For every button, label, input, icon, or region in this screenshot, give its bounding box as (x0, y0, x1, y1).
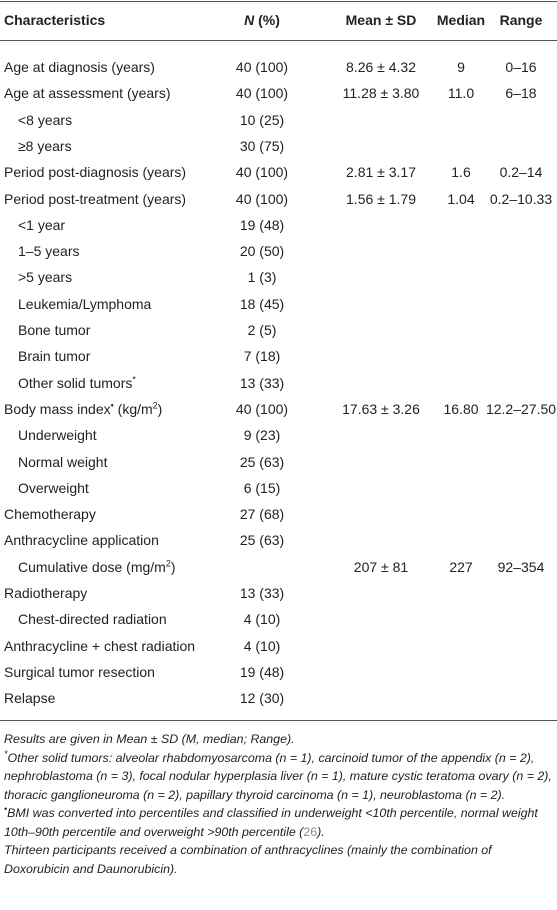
cell-n: 40 (100) (235, 190, 289, 207)
row-label: Anthracycline + chest radiation (4, 637, 196, 654)
row-label: Cumulative dose (mg/m2) (18, 557, 176, 577)
text-run: ) (157, 400, 163, 417)
header-cell: Mean ± SD (345, 12, 417, 28)
cell-n: 2 (5) (247, 322, 277, 338)
footnote: *Other solid tumors: alveolar rhabdomyos… (4, 749, 556, 805)
cell-mean: 1.56 ± 1.79 (346, 190, 416, 207)
cell-n: 25 (63) (239, 453, 285, 470)
row-label: <1 year (18, 216, 66, 233)
top-rule (0, 1, 557, 2)
text-run: (kg/m (113, 400, 153, 417)
header-cell: N (%) (244, 10, 280, 30)
cell-n: 40 (100) (235, 59, 289, 75)
row-label: ≥8 years (18, 137, 72, 154)
row-label: Anthracycline application (4, 532, 159, 549)
cell-mean: 17.63 ± 3.26 (342, 400, 420, 417)
cell-n: 9 (23) (243, 427, 281, 444)
row-label: Bone tumor (18, 322, 91, 338)
row-label: Underweight (18, 427, 97, 444)
header-cell: Median (436, 12, 486, 28)
cell-range: 0.2–14 (499, 164, 543, 181)
row-label: Surgical tumor resection (4, 663, 155, 680)
text-run: ). (317, 824, 325, 839)
cell-mean: 207 ± 81 (353, 558, 409, 575)
footnote: •BMI was converted into percentiles and … (4, 804, 556, 841)
cell-n: 27 (68) (239, 506, 285, 523)
text-run: BMI was converted into percentiles and c… (4, 806, 538, 839)
superscript: 2 (152, 400, 158, 411)
cell-range: 0–16 (505, 59, 537, 75)
cell-n: 12 (30) (239, 690, 285, 707)
text-run: Cumulative dose (mg/m (18, 558, 166, 575)
reference: 26 (303, 824, 318, 839)
header-cell: Characteristics (4, 12, 106, 28)
row-label: Age at assessment (years) (4, 85, 171, 102)
superscript: • (4, 803, 8, 814)
row-label: 1–5 years (18, 243, 80, 260)
cell-n: 19 (48) (239, 216, 285, 233)
superscript: 2 (165, 558, 171, 569)
cell-n: 40 (100) (235, 164, 289, 181)
footnotes: Results are given in Mean ± SD (M, media… (4, 730, 556, 878)
cell-range: 92–354 (497, 558, 545, 575)
row-label: Other solid tumors* (18, 373, 136, 393)
bottom-rule (0, 720, 557, 721)
cell-n: 6 (15) (243, 479, 281, 496)
cell-n: 10 (25) (239, 111, 285, 128)
text-run: (%) (254, 12, 280, 28)
cell-n: 7 (18) (243, 348, 281, 365)
text-run: ) (170, 558, 176, 575)
cell-median: 9 (457, 59, 465, 75)
row-label: Brain tumor (18, 348, 91, 365)
row-label: Chest-directed radiation (18, 611, 167, 628)
cell-median: 1.6 (451, 164, 471, 181)
cell-n: 30 (75) (239, 137, 285, 154)
cell-n: 18 (45) (239, 295, 285, 312)
text-run: Body mass index (4, 400, 111, 417)
row-label: Period post-diagnosis (years) (4, 164, 187, 181)
row-label: Chemotherapy (4, 506, 96, 523)
row-label: Overweight (18, 479, 89, 496)
cell-n: 40 (100) (235, 85, 289, 102)
text-run: Other solid tumors (18, 374, 133, 391)
cell-n: 19 (48) (239, 663, 285, 680)
superscript: • (110, 400, 114, 411)
cell-n: 25 (63) (239, 532, 285, 549)
cell-n: 20 (50) (239, 243, 285, 260)
row-label: Age at diagnosis (years) (4, 59, 155, 75)
superscript: * (4, 748, 8, 759)
footnote: Results are given in Mean ± SD (M, media… (4, 732, 295, 746)
cell-range: 6–18 (505, 85, 537, 102)
cell-n: 13 (33) (239, 585, 285, 601)
row-label: >5 years (18, 269, 73, 286)
row-label: Period post-treatment (years) (4, 190, 187, 207)
cell-median: 227 (449, 558, 473, 575)
cell-mean: 8.26 ± 4.32 (346, 59, 416, 75)
cell-median: 16.80 (443, 400, 479, 417)
row-label: <8 years (18, 111, 73, 128)
cell-n: 13 (33) (239, 374, 285, 391)
cell-n: 40 (100) (235, 400, 289, 417)
cell-mean: 11.28 ± 3.80 (342, 85, 420, 102)
header-rule (0, 40, 557, 41)
italic-run: N (244, 12, 255, 28)
header-cell: Range (499, 12, 543, 28)
cell-mean: 2.81 ± 3.17 (346, 164, 416, 181)
row-label: Leukemia/Lymphoma (18, 295, 152, 312)
row-label: Body mass index• (kg/m2) (4, 399, 162, 419)
footnote: Thirteen participants received a combina… (4, 843, 492, 876)
superscript: * (132, 373, 136, 384)
cell-median: 11.0 (447, 85, 475, 102)
row-label: Relapse (4, 690, 56, 707)
cell-median: 1.04 (447, 190, 475, 207)
row-label: Normal weight (18, 453, 108, 470)
row-label: Radiotherapy (4, 585, 88, 601)
cell-n: 4 (10) (243, 611, 281, 628)
cell-n: 1 (3) (247, 269, 277, 286)
cell-n: 4 (10) (243, 637, 281, 654)
text-run: Other solid tumors: alveolar rhabdomyosa… (4, 750, 552, 802)
cell-range: 0.2–10.33 (489, 190, 553, 207)
cell-range: 12.2–27.50 (485, 400, 557, 417)
